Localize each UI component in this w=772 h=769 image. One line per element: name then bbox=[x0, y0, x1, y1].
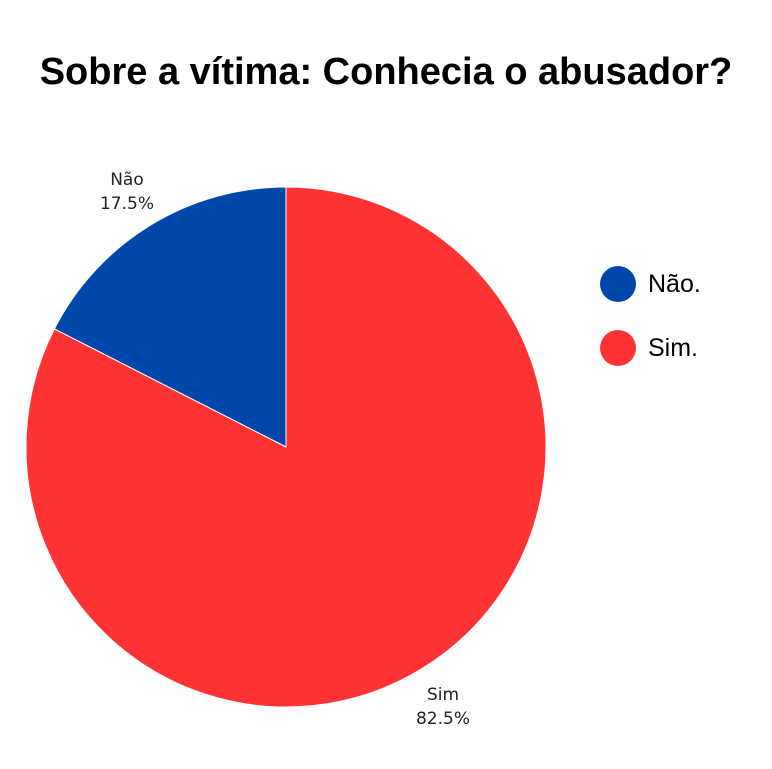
legend-label-sim: Sim. bbox=[648, 334, 698, 363]
legend-label-nao: Não. bbox=[648, 270, 701, 299]
slice-label-percent: 82.5% bbox=[416, 709, 470, 729]
legend-item-sim[interactable]: Sim. bbox=[600, 330, 701, 366]
slice-label-name: Não bbox=[110, 170, 144, 190]
slice-label-name: Sim bbox=[427, 685, 459, 705]
legend: Não. Sim. bbox=[600, 266, 701, 394]
legend-item-nao[interactable]: Não. bbox=[600, 266, 701, 302]
legend-swatch-sim bbox=[600, 330, 636, 366]
legend-swatch-nao bbox=[600, 266, 636, 302]
slice-label-percent: 17.5% bbox=[100, 194, 154, 214]
